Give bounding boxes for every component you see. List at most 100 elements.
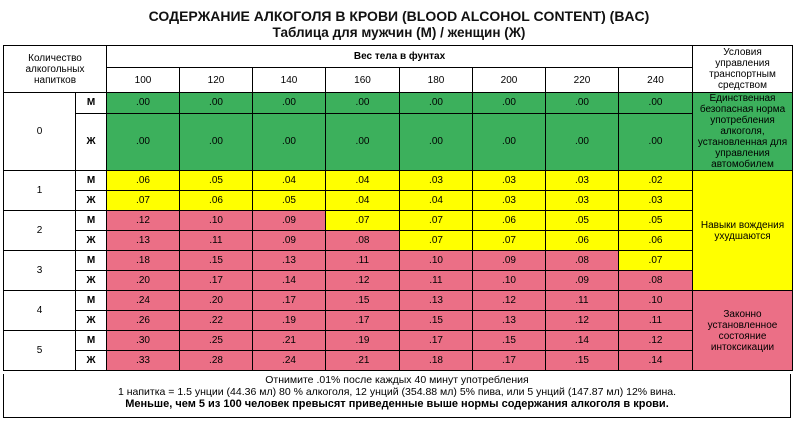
condition-safe-cell: Единственная безопасная норма употреблен…	[692, 92, 793, 171]
bac-value-cell: .02	[618, 170, 693, 191]
bac-value-cell: .13	[399, 290, 473, 311]
bac-value-cell: .20	[179, 290, 253, 311]
sex-cell: Ж	[75, 310, 107, 331]
bac-value-cell: .03	[618, 190, 693, 211]
bac-value-cell: .21	[252, 330, 326, 351]
drinks-count-cell: 1	[3, 170, 76, 211]
bac-value-cell: .04	[325, 170, 400, 191]
bac-value-cell: .03	[399, 170, 473, 191]
bac-value-cell: .15	[545, 350, 619, 371]
bac-value-cell: .17	[325, 310, 400, 331]
bac-value-cell: .00	[545, 112, 619, 172]
bac-value-cell: .11	[618, 310, 693, 331]
drinks-count-cell: 2	[3, 210, 76, 251]
bac-value-cell: .10	[399, 250, 473, 271]
drinks-count-cell: 3	[3, 250, 76, 291]
drinks-count-header: Количество алкогольных напитков	[3, 45, 107, 93]
bac-value-cell: .19	[252, 310, 326, 331]
table-row: Ж .33.28.24.21.18.17.15.14	[4, 350, 793, 371]
bac-value-cell: .03	[545, 170, 619, 191]
footer-line-3: Меньше, чем 5 из 100 человек превысят пр…	[125, 398, 669, 410]
weight-header-cell: 180	[399, 67, 473, 93]
table-body: Количество алкогольных напитков Вес тела…	[3, 45, 793, 371]
bac-value-cell: .00	[618, 92, 693, 114]
bac-value-cell: .06	[472, 210, 546, 231]
bac-value-cell: .12	[472, 290, 546, 311]
bac-value-cell: .10	[618, 290, 693, 311]
bac-value-cell: .11	[399, 270, 473, 291]
bac-value-cell: .12	[618, 330, 693, 351]
bac-value-cell: .10	[179, 210, 253, 231]
bac-value-cell: .00	[618, 112, 693, 172]
table-row: Ж .00.00.00.00.00.00.00.00	[4, 112, 793, 172]
bac-value-cell: .17	[472, 350, 546, 371]
bac-value-cell: .20	[106, 270, 180, 291]
footer-line-2: 1 напитка = 1.5 унции (44.36 мл) 80 % ал…	[117, 386, 677, 398]
bac-value-cell: .11	[325, 250, 400, 271]
footer-line-1: Отнимите .01% после каждых 40 минут упот…	[265, 374, 529, 386]
bac-value-cell: .18	[106, 250, 180, 271]
bac-value-cell: .00	[399, 92, 473, 114]
bac-value-cell: .06	[618, 230, 693, 251]
bac-value-cell: .17	[399, 330, 473, 351]
bac-value-cell: .12	[325, 270, 400, 291]
bac-value-cell: .00	[252, 92, 326, 114]
bac-value-cell: .03	[545, 190, 619, 211]
table-row: 2 М .12.10.09.07.07.06.05.05	[3, 210, 793, 251]
bac-value-cell: .07	[618, 250, 693, 271]
bac-value-cell: .08	[618, 270, 693, 291]
bac-value-cell: .06	[179, 190, 253, 211]
sex-cell: М	[75, 290, 107, 311]
table-row: 4 М .24.20.17.15.13.12.11.10 Законно устано…	[3, 290, 793, 371]
sex-cell: Ж	[75, 350, 107, 371]
bac-value-cell: .05	[545, 210, 619, 231]
table-row: 0 М .00.00.00.00.00.00.00.00 Единственная б…	[3, 92, 793, 171]
sex-cell: Ж	[75, 270, 107, 291]
weight-header-cell: 100	[106, 67, 180, 93]
drinks-count-cell: 0	[3, 92, 76, 171]
table-row: Ж .20.17.14.12.11.10.09.08	[4, 270, 793, 291]
weight-header-cell: 160	[325, 67, 400, 93]
bac-value-cell: .10	[472, 270, 546, 291]
bac-value-cell: .00	[106, 92, 180, 114]
bac-value-cell: .00	[399, 112, 473, 172]
bac-value-cell: .07	[472, 230, 546, 251]
table-row: 1 М .06.05.04.04.03.03.03.02 Навыки вождени…	[3, 170, 793, 291]
bac-value-cell: .26	[106, 310, 180, 331]
bac-value-cell: .13	[252, 250, 326, 271]
bac-value-cell: .00	[325, 112, 400, 172]
bac-value-cell: .07	[399, 210, 473, 231]
bac-value-cell: .17	[179, 270, 253, 291]
bac-value-cell: .08	[325, 230, 400, 251]
bac-value-cell: .00	[179, 112, 253, 172]
bac-value-cell: .05	[252, 190, 326, 211]
drinks-count-cell: 4	[3, 290, 76, 331]
bac-value-cell: .09	[472, 250, 546, 271]
footer-notes: Отнимите .01% после каждых 40 минут упот…	[3, 374, 791, 418]
sex-cell: М	[75, 92, 107, 114]
sex-cell: М	[75, 330, 107, 351]
bac-value-cell: .28	[179, 350, 253, 371]
bac-value-cell: .13	[472, 310, 546, 331]
bac-value-cell: .04	[399, 190, 473, 211]
bac-value-cell: .04	[325, 190, 400, 211]
sex-cell: Ж	[75, 190, 107, 211]
bac-value-cell: .18	[399, 350, 473, 371]
bac-value-cell: .14	[252, 270, 326, 291]
bac-value-cell: .15	[179, 250, 253, 271]
bac-value-cell: .24	[252, 350, 326, 371]
table-row: Ж .26.22.19.17.15.13.12.11	[4, 310, 793, 331]
table-row: 3 М .18.15.13.11.10.09.08.07	[3, 250, 793, 291]
bac-table: Количество алкогольных напитков Вес тела…	[3, 45, 793, 371]
bac-value-cell: .05	[618, 210, 693, 231]
bac-value-cell: .21	[325, 350, 400, 371]
condition-intoxicated-cell: Законно установленное состояние интоксик…	[692, 290, 793, 371]
bac-value-cell: .07	[399, 230, 473, 251]
bac-value-cell: .15	[472, 330, 546, 351]
bac-value-cell: .25	[179, 330, 253, 351]
sex-cell: Ж	[75, 112, 107, 172]
weight-values-row: 100 120 140 160 180 200 220 240	[4, 67, 793, 93]
bac-value-cell: .33	[106, 350, 180, 371]
table-row: 5 М .30.25.21.19.17.15.14.12	[3, 330, 793, 371]
bac-value-cell: .15	[325, 290, 400, 311]
